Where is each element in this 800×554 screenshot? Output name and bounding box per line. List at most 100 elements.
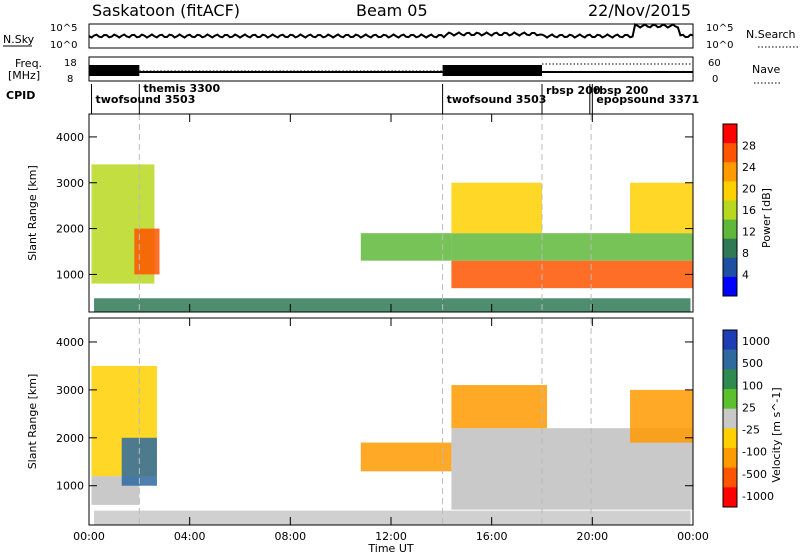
colorbar-tick-label: 25 xyxy=(742,401,756,414)
colorbar-tick-label: 28 xyxy=(742,140,756,153)
colorbar-tick-label: 100 xyxy=(742,379,763,392)
site-title: Saskatoon (fitACF) xyxy=(92,1,240,20)
colorbar-segment xyxy=(723,181,737,201)
colorbar-tick-label: 12 xyxy=(742,226,756,239)
cpid-entry: rbsp 200 xyxy=(594,84,649,97)
data-cell xyxy=(451,233,693,261)
nave-tick-top: 60 xyxy=(708,58,721,69)
colorbar-segment xyxy=(723,276,737,297)
y-tick-label: 1000 xyxy=(56,268,84,281)
colorbar-segment xyxy=(723,467,737,488)
colorbar-frame xyxy=(722,329,738,508)
y-tick-label: 3000 xyxy=(56,384,84,397)
colorbar-segment xyxy=(723,408,737,429)
power-colorbar-label: Power [dB] xyxy=(760,188,773,248)
frequency-trace xyxy=(89,63,693,76)
nsearch-tick-top: 10^5 xyxy=(706,23,733,34)
colorbar-segment xyxy=(723,330,737,351)
colorbar-segment xyxy=(723,349,737,370)
velocity-colorbar: 1000 500 100 25 -25 -100 -500 -1000 xyxy=(722,329,774,508)
data-cell xyxy=(360,442,452,472)
colorbar-tick-label: 8 xyxy=(742,247,749,260)
nsky-trace xyxy=(88,23,694,39)
power-panel: 1000 2000 3000 4000 Slant Range [km] xyxy=(26,113,694,313)
colorbar-tick-label: 20 xyxy=(742,183,756,196)
x-tick-label: 00:00 xyxy=(73,530,105,543)
colorbar-segment xyxy=(723,238,737,259)
y-tick-label: 1000 xyxy=(56,480,84,493)
cpid-entry: twofsound 3503 xyxy=(96,93,196,106)
colorbar-tick-label: 500 xyxy=(742,357,763,370)
x-axis-label: Time UT xyxy=(367,542,413,554)
colorbar-segment xyxy=(723,124,737,144)
y-tick-label: 4000 xyxy=(56,131,84,144)
data-cell xyxy=(134,228,160,275)
colorbar-tick-label: -1000 xyxy=(742,490,774,503)
freq-panel xyxy=(88,56,694,82)
colorbar-segment xyxy=(723,369,737,390)
freq-block xyxy=(89,65,140,76)
x-tick-label: 20:00 xyxy=(576,530,608,543)
power-colorbar: 4 8 12 16 20 24 28 xyxy=(722,123,756,297)
data-cell xyxy=(451,385,548,429)
colorbar-segment xyxy=(723,257,737,278)
colorbar-segment xyxy=(723,200,737,221)
x-tick-label: 04:00 xyxy=(174,530,206,543)
colorbar-tick-label: 16 xyxy=(742,204,756,217)
colorbar-tick-label: 24 xyxy=(742,161,756,174)
colorbar-segment xyxy=(723,487,737,508)
colorbar-segment xyxy=(723,143,737,163)
plot-frame xyxy=(88,317,694,526)
freq-label-2: [MHz] xyxy=(8,69,40,82)
colorbar-tick-label: 4 xyxy=(742,269,749,282)
colorbar-segment xyxy=(723,448,737,469)
y-tick-label: 2000 xyxy=(56,223,84,236)
colorbar-tick-label: -25 xyxy=(742,424,760,437)
nsky-label: N.Sky xyxy=(3,33,35,46)
colorbar-tick-label: -500 xyxy=(742,468,767,481)
nave-label: Nave xyxy=(752,63,780,76)
y-axis-label: Slant Range [km] xyxy=(26,165,39,261)
y-axis-label: Slant Range [km] xyxy=(26,374,39,470)
cpid-entry: twofsound 3503 xyxy=(447,93,547,106)
freq-block xyxy=(442,65,542,76)
data-cell xyxy=(451,260,693,289)
data-cell xyxy=(94,298,691,312)
velocity-colorbar-label: Velocity [m s^-1] xyxy=(770,387,783,482)
x-tick-label: 12:00 xyxy=(375,530,407,543)
colorbar-segment xyxy=(723,219,737,240)
data-cell xyxy=(360,233,452,261)
colorbar-segment xyxy=(723,389,737,410)
colorbar-segment xyxy=(723,162,737,182)
data-cell xyxy=(451,182,542,234)
beam-title: Beam 05 xyxy=(356,1,428,20)
freq-tick-bottom: 8 xyxy=(67,74,73,85)
colorbar-frame xyxy=(722,123,738,297)
y-tick-label: 3000 xyxy=(56,177,84,190)
colorbar-tick-label: 1000 xyxy=(742,335,770,348)
cpid-label: CPID xyxy=(6,89,35,102)
date-title: 22/Nov/2015 xyxy=(588,1,691,20)
data-cell xyxy=(630,389,693,443)
velocity-panel: 1000 2000 3000 4000 Slant Range [km] 00:00 04:… xyxy=(26,317,709,543)
colorbar-tick-label: -100 xyxy=(742,446,767,459)
cpid-entry: epopsound 3371 xyxy=(596,93,699,106)
cpid-entry: rbsp 200 xyxy=(546,84,601,97)
nave-tick-bottom: 0 xyxy=(712,74,718,85)
y-tick-label: 2000 xyxy=(56,432,84,445)
x-tick-label: 00:00 xyxy=(677,530,709,543)
data-cell xyxy=(94,510,691,525)
nsearch-tick-bottom: 10^0 xyxy=(706,40,733,51)
data-cell xyxy=(630,182,693,234)
freq-tick-top: 18 xyxy=(64,58,77,69)
cpid-entry: themis 3300 xyxy=(143,82,220,95)
nsky-tick-top: 10^5 xyxy=(50,23,77,34)
plot-frame xyxy=(88,113,694,313)
x-tick-label: 08:00 xyxy=(274,530,306,543)
nsearch-label: N.Search xyxy=(746,28,796,41)
x-tick-label: 16:00 xyxy=(476,530,508,543)
freq-label-1: Freq. xyxy=(15,57,42,70)
nsky-tick-bottom: 10^0 xyxy=(50,40,77,51)
